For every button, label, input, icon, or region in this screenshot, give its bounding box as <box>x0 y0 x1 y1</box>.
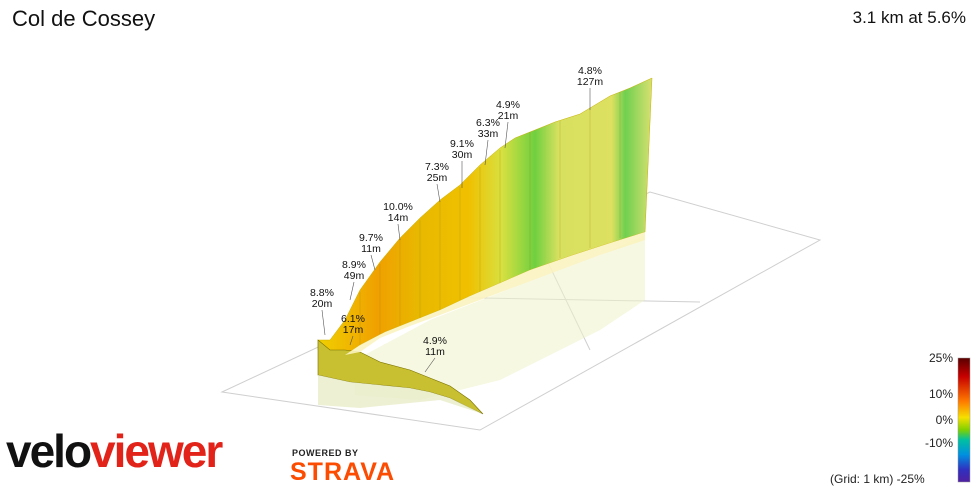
callout-length: 21m <box>498 110 519 122</box>
profile-front-shadow <box>318 375 483 414</box>
profile-top-face <box>345 232 645 355</box>
grade-color-scale <box>957 357 971 483</box>
callout-grade: 9.7% <box>359 232 383 244</box>
segment-summary: 3.1 km at 5.6% <box>852 8 966 27</box>
segment-title: Col de Cossey <box>12 6 156 31</box>
wall-stripes <box>359 92 621 345</box>
callout-grade: 4.9% <box>496 99 520 111</box>
callout-leader <box>321 309 326 336</box>
callout-length: 25m <box>427 172 448 184</box>
scale-tick-10: 10% <box>929 387 953 401</box>
callout-leader <box>504 121 509 149</box>
veloviewer-logo: veloviewer <box>6 425 223 477</box>
callout-leader <box>484 139 489 166</box>
grid-scale-note: (Grid: 1 km) -25% <box>830 472 925 486</box>
callout-length: 49m <box>344 270 365 282</box>
callout-grade: 6.1% <box>341 313 365 325</box>
callout-length: 17m <box>343 324 364 336</box>
callout-leader <box>370 254 376 271</box>
callout-leader <box>397 223 401 241</box>
callout-leader <box>349 281 355 301</box>
callout-grade: 9.1% <box>450 138 474 150</box>
callout-grade: 4.8% <box>578 65 602 77</box>
callout-length: 11m <box>425 346 445 358</box>
grade-callouts: 4.9%11m6.1%17m8.8%20m8.9%49m9.7%11m10.0%… <box>310 65 604 373</box>
callout-leader <box>436 183 441 203</box>
callout-length: 14m <box>388 212 409 224</box>
callout-length: 30m <box>452 149 473 161</box>
strava-logo: STRAVA <box>290 458 396 486</box>
scale-tick-25: 25% <box>929 351 953 365</box>
callout-leader <box>424 357 436 373</box>
callout-grade: 8.9% <box>342 259 366 271</box>
scale-tick-minus10: -10% <box>925 436 953 450</box>
profile-reflection <box>355 235 645 400</box>
callout-length: 127m <box>577 76 604 88</box>
scale-tick-0: 0% <box>936 413 954 427</box>
callout-grade: 6.3% <box>476 117 500 129</box>
callout-grade: 8.8% <box>310 287 334 299</box>
callout-length: 33m <box>478 128 499 140</box>
callout-leader <box>349 335 354 346</box>
powered-by-text: POWERED BY <box>292 448 359 458</box>
callout-length: 20m <box>312 298 333 310</box>
callout-grade: 10.0% <box>383 201 413 213</box>
callout-length: 11m <box>361 243 381 255</box>
callout-grade: 7.3% <box>425 161 449 173</box>
callout-grade: 4.9% <box>423 335 447 347</box>
